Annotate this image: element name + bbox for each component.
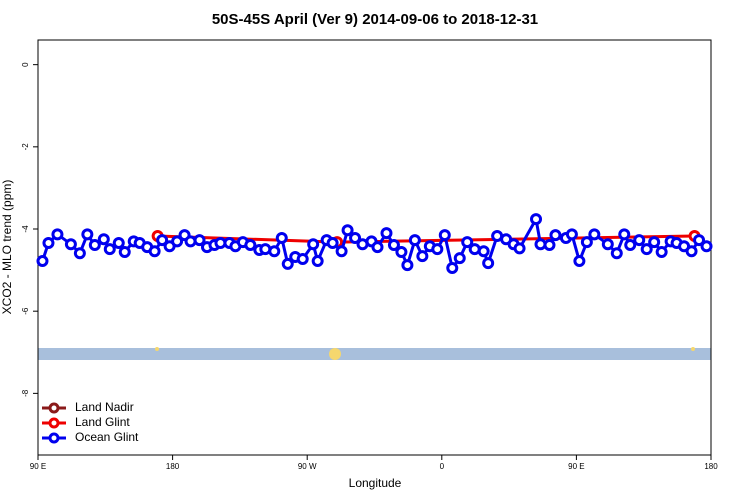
- data-point: [395, 246, 408, 259]
- data-point: [275, 232, 288, 245]
- data-point: [693, 234, 706, 247]
- data-point: [453, 252, 466, 265]
- data-point: [431, 243, 444, 256]
- data-point: [380, 227, 393, 240]
- data-point: [371, 241, 384, 254]
- x-tick-label: 90 E: [568, 462, 584, 471]
- data-point: [244, 239, 257, 252]
- data-point: [580, 236, 593, 249]
- land-blob: [691, 347, 695, 351]
- x-tick-label: 0: [440, 462, 445, 471]
- legend-marker: [48, 402, 60, 414]
- data-point: [446, 262, 459, 275]
- data-point: [349, 232, 362, 245]
- data-point: [103, 243, 116, 256]
- data-point: [97, 233, 110, 246]
- data-point: [73, 247, 86, 260]
- data-point: [51, 228, 64, 241]
- data-point: [335, 245, 348, 258]
- data-point: [700, 240, 713, 253]
- data-point: [281, 257, 294, 270]
- data-point: [118, 246, 131, 259]
- data-point: [601, 238, 614, 251]
- data-point: [148, 245, 161, 258]
- data-point: [565, 228, 578, 241]
- data-point: [408, 234, 421, 247]
- data-point: [387, 239, 400, 252]
- y-tick-label: -2: [21, 143, 30, 151]
- data-point: [171, 235, 184, 248]
- data-point: [648, 236, 661, 249]
- data-point: [618, 228, 631, 241]
- data-point: [112, 236, 125, 249]
- data-point: [530, 213, 543, 226]
- data-point: [81, 228, 94, 241]
- data-point: [573, 255, 586, 268]
- legend-label: Land Nadir: [75, 400, 134, 414]
- data-point: [36, 255, 49, 268]
- data-point: [461, 236, 474, 249]
- legend-marker: [48, 417, 60, 429]
- legend-label: Ocean Glint: [75, 430, 139, 444]
- data-point: [513, 242, 526, 255]
- data-point: [156, 234, 169, 247]
- data-point: [438, 229, 451, 242]
- y-tick-label: 0: [21, 62, 30, 67]
- chart-title: 50S-45S April (Ver 9) 2014-09-06 to 2018…: [212, 11, 538, 28]
- y-tick-label: -4: [21, 225, 30, 233]
- x-tick-label: 180: [704, 462, 718, 471]
- data-point: [624, 239, 637, 252]
- data-point: [326, 236, 339, 249]
- data-point: [482, 257, 495, 270]
- data-point: [640, 243, 653, 256]
- data-point: [655, 246, 668, 259]
- y-axis-label: XCO2 - MLO trend (ppm): [0, 180, 14, 315]
- x-axis-label: Longitude: [349, 476, 402, 490]
- data-point: [633, 234, 646, 247]
- legend-label: Land Glint: [75, 415, 130, 429]
- x-tick-label: 180: [166, 462, 180, 471]
- data-point: [88, 239, 101, 252]
- data-point: [477, 245, 490, 258]
- legend-marker: [48, 432, 60, 444]
- data-point: [42, 236, 55, 249]
- data-point: [401, 259, 414, 272]
- data-point: [549, 229, 562, 242]
- data-point: [610, 247, 623, 260]
- data-point: [416, 250, 429, 263]
- surface-strip: [38, 348, 711, 360]
- data-point: [193, 234, 206, 247]
- data-point: [685, 245, 698, 258]
- y-tick-label: -8: [21, 389, 30, 397]
- data-point: [307, 238, 320, 251]
- data-point: [588, 228, 601, 241]
- y-tick-label: -6: [21, 307, 30, 315]
- x-tick-label: 90 E: [30, 462, 46, 471]
- land-blob: [329, 348, 341, 360]
- data-point: [341, 224, 354, 237]
- data-point: [64, 238, 77, 251]
- data-point: [311, 255, 324, 268]
- x-tick-label: 90 W: [298, 462, 317, 471]
- data-point: [268, 245, 281, 258]
- data-point: [543, 239, 556, 252]
- data-point: [296, 253, 309, 266]
- land-blob: [155, 347, 159, 351]
